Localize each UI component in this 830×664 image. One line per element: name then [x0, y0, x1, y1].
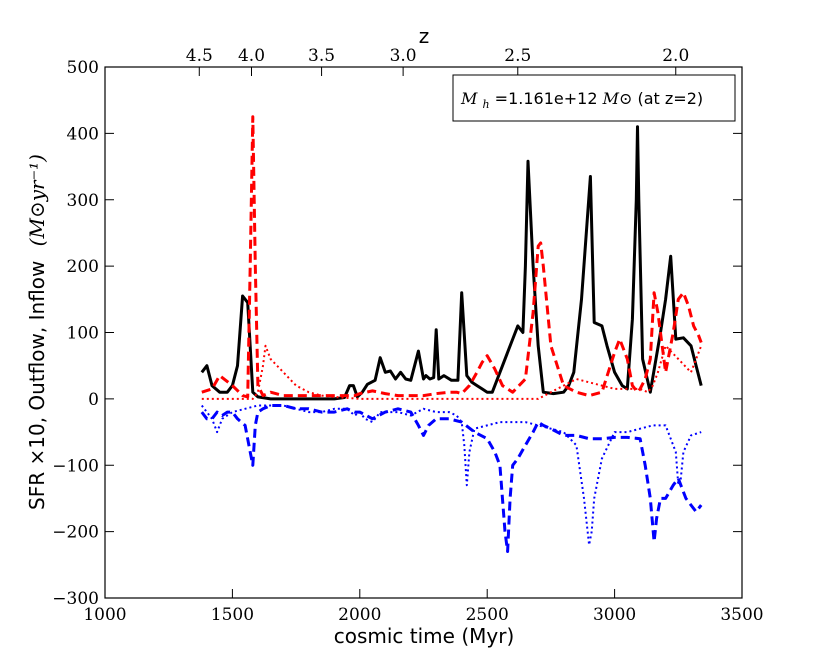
top-tick-label: 2.5 [504, 46, 531, 66]
x-tick-label: 2000 [338, 605, 381, 625]
y-axis-title: SFR ×10, Outflow, Inflow (M⊙yr⁻¹) [25, 154, 49, 510]
legend-box [452, 74, 736, 122]
y-tick-label: −100 [52, 456, 99, 476]
top-axis-title: z [419, 24, 430, 48]
series-line-inflow-dotted [201, 404, 702, 546]
series-line-outflow-dotted [201, 344, 703, 400]
series-line-sfr-x10 [200, 125, 703, 401]
x-tick-label: 3000 [593, 605, 636, 625]
top-tick-label: 3.0 [390, 46, 417, 66]
y-axis-title-main: SFR ×10, Outflow, Inflow [25, 261, 49, 510]
x-axis-title: cosmic time (Myr) [334, 624, 515, 648]
top-tick-label: 2.0 [662, 46, 689, 66]
plot-area [104, 66, 743, 599]
y-tick-label: 0 [88, 390, 99, 410]
legend-suffix: (at z=2) [637, 89, 703, 108]
x-tick-label: 3500 [720, 605, 763, 625]
series-line-inflow [200, 404, 703, 553]
y-tick-label: 100 [67, 324, 99, 344]
x-tick-label: 1000 [83, 605, 126, 625]
legend-unit: M⊙ [602, 89, 633, 108]
x-tick-label: 1500 [211, 605, 254, 625]
legend-subscript: h [482, 98, 489, 111]
ticks-layer: 1000 1500 2000 2500 3000 3500 −300 −200 −100 0 100… [52, 46, 763, 625]
plot-frame [104, 66, 743, 599]
y-tick-label: 300 [67, 191, 99, 211]
top-tick-label: 4.5 [186, 46, 213, 66]
y-tick-label: 200 [67, 257, 99, 277]
series-line-outflow [201, 115, 703, 399]
svg-text:SFR ×10, Outflow, Inflow: SFR ×10, Outflow, Inflow (M⊙yr⁻¹) [25, 154, 49, 510]
svg-text:M h =1.161e+12: M h =1.161e+12 M⊙ (at z=2) [460, 89, 703, 112]
legend: M h =1.161e+12 M⊙ (at z=2) [452, 74, 736, 122]
y-tick-label: 500 [67, 58, 99, 78]
y-tick-label: −300 [52, 589, 99, 609]
y-axis-title-units: (M⊙yr⁻¹) [25, 154, 49, 246]
x-tick-label: 2500 [466, 605, 509, 625]
y-tick-label: 400 [67, 124, 99, 144]
legend-text: =1.161e+12 [495, 89, 598, 108]
y-tick-label: −200 [52, 523, 99, 543]
series-layer [200, 115, 703, 553]
top-tick-label: 3.5 [308, 46, 335, 66]
top-tick-label: 4.0 [238, 46, 265, 66]
legend-symbol: M [460, 89, 478, 108]
